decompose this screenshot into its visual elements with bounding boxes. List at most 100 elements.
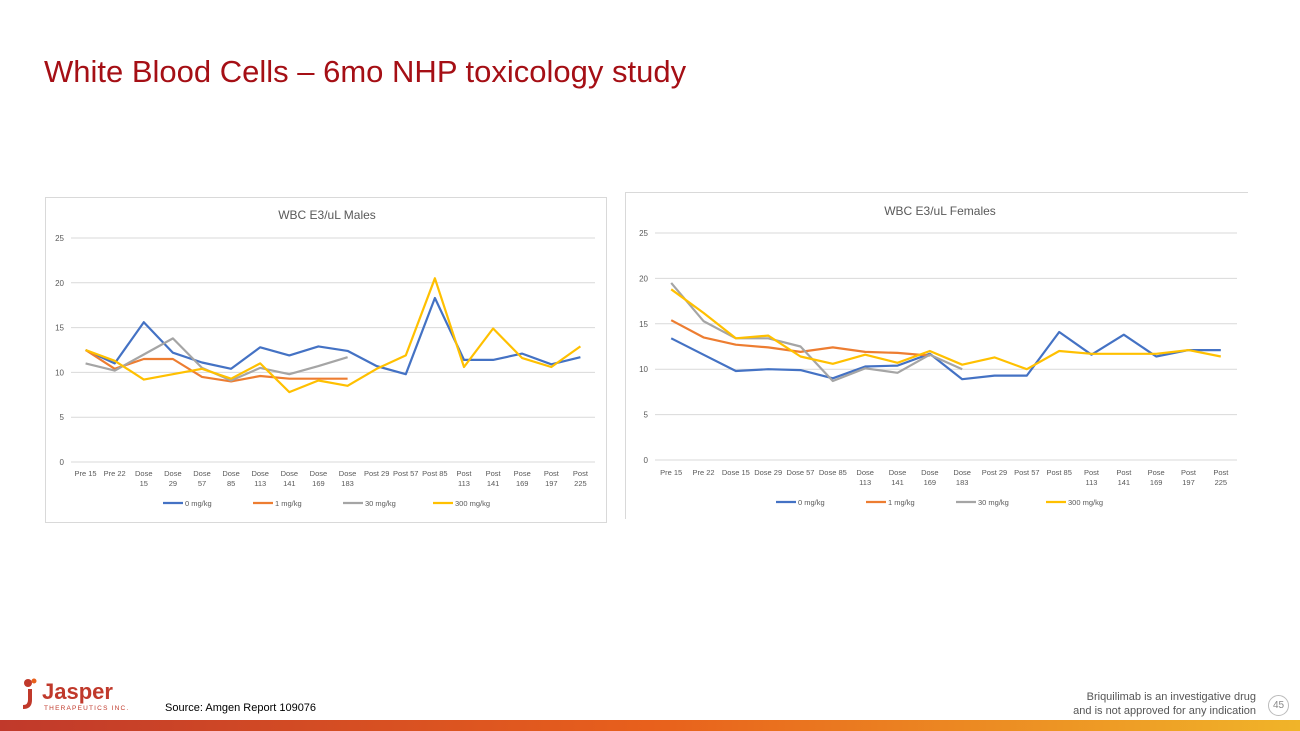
x-tick-label: Post 85 <box>1046 468 1071 477</box>
series-line <box>670 288 1222 371</box>
x-tick-label: Dose <box>889 468 907 477</box>
legend-label: 0 mg/kg <box>185 499 212 508</box>
x-tick-label: 57 <box>198 479 206 488</box>
x-tick-label: Dose 29 <box>754 468 782 477</box>
x-tick-label: Dose 85 <box>819 468 847 477</box>
x-tick-label: 113 <box>254 479 266 488</box>
x-tick-label: Pose <box>514 469 531 478</box>
disclaimer: Briquilimab is an investigative drug and… <box>1073 690 1256 718</box>
y-tick-label: 20 <box>639 274 648 283</box>
series-line <box>670 330 1221 381</box>
x-tick-label: 141 <box>1118 478 1131 487</box>
x-tick-label: Dose <box>339 469 357 478</box>
x-tick-label: 169 <box>516 479 529 488</box>
disclaimer-line-2: and is not approved for any indication <box>1073 705 1256 717</box>
x-tick-label: Dose <box>193 469 211 478</box>
x-tick-label: 197 <box>545 479 558 488</box>
x-tick-label: Post 57 <box>393 469 418 478</box>
y-tick-label: 25 <box>639 229 648 238</box>
legend-label: 300 mg/kg <box>455 499 490 508</box>
logo-sub: THERAPEUTICS INC. <box>44 705 129 712</box>
x-tick-label: Post <box>1181 468 1197 477</box>
x-tick-label: Post <box>1084 468 1100 477</box>
x-tick-label: Post <box>544 469 560 478</box>
series-line <box>85 296 581 376</box>
x-tick-label: Pre 15 <box>75 469 97 478</box>
y-tick-label: 5 <box>644 411 649 420</box>
x-tick-label: Post <box>456 469 472 478</box>
x-tick-label: 29 <box>169 479 177 488</box>
legend-label: 30 mg/kg <box>978 498 1009 507</box>
x-tick-label: Dose <box>222 469 240 478</box>
source-note: Source: Amgen Report 109076 <box>165 702 317 714</box>
legend-label: 300 mg/kg <box>1068 498 1103 507</box>
x-tick-label: Post 29 <box>364 469 389 478</box>
x-tick-label: 183 <box>956 478 969 487</box>
x-tick-label: 113 <box>859 478 871 487</box>
y-tick-label: 25 <box>55 234 64 243</box>
y-tick-label: 0 <box>60 458 65 467</box>
x-tick-label: 113 <box>458 479 470 488</box>
x-tick-label: Dose 57 <box>787 468 815 477</box>
disclaimer-line-1: Briquilimab is an investigative drug <box>1086 691 1256 703</box>
chart-title: WBC E3/uL Males <box>278 208 376 222</box>
females-chart-svg: WBC E3/uL Females 0 5 10 15 20 25 Pre 15 Pre 22 D… <box>639 204 1237 507</box>
females-chart: WBC E3/uL Females 0 5 10 15 20 25 Pre 15 Pre 22 D… <box>625 192 1248 519</box>
series-line <box>670 282 963 383</box>
x-tick-label: 15 <box>140 479 148 488</box>
x-tick-label: Dose <box>953 468 971 477</box>
y-tick-label: 5 <box>60 413 65 422</box>
x-tick-label: 113 <box>1086 478 1098 487</box>
males-chart-svg: WBC E3/uL Males 0 5 10 15 20 25 Pre 15 Pre 22 Dos… <box>55 208 595 508</box>
x-tick-label: Post 29 <box>982 468 1007 477</box>
x-tick-label: Dose <box>856 468 874 477</box>
x-tick-label: 197 <box>1182 478 1195 487</box>
jasper-logo: Jasper THERAPEUTICS INC. <box>18 674 138 716</box>
y-tick-label: 10 <box>639 365 648 374</box>
legend-label: 0 mg/kg <box>798 498 825 507</box>
x-tick-label: Post 85 <box>422 469 447 478</box>
page-number: 45 <box>1268 695 1289 716</box>
y-tick-label: 15 <box>639 320 648 329</box>
x-tick-label: 141 <box>891 478 904 487</box>
y-tick-label: 0 <box>644 456 649 465</box>
x-tick-label: Post <box>1213 468 1229 477</box>
x-tick-label: Post <box>486 469 502 478</box>
legend-label: 30 mg/kg <box>365 499 396 508</box>
x-tick-label: Pose <box>1148 468 1165 477</box>
x-tick-label: Post 57 <box>1014 468 1039 477</box>
x-tick-label: Dose 15 <box>722 468 750 477</box>
series-line <box>670 319 930 357</box>
x-tick-label: Post <box>573 469 589 478</box>
legend-label: 1 mg/kg <box>888 498 915 507</box>
series-line <box>85 349 348 383</box>
x-tick-label: 169 <box>924 478 937 487</box>
x-tick-label: 225 <box>574 479 587 488</box>
x-tick-label: Pre 22 <box>104 469 126 478</box>
x-tick-label: 85 <box>227 479 235 488</box>
logo-name: Jasper <box>42 679 113 704</box>
x-tick-label: Pre 15 <box>660 468 682 477</box>
y-tick-label: 10 <box>55 368 64 377</box>
x-tick-label: Dose <box>921 468 939 477</box>
logo-mark-icon: Jasper THERAPEUTICS INC. <box>22 678 129 712</box>
x-tick-label: 183 <box>341 479 354 488</box>
x-tick-label: Dose <box>281 469 299 478</box>
x-tick-label: Dose <box>251 469 269 478</box>
x-tick-label: 169 <box>1150 478 1163 487</box>
footer-bar <box>0 720 1300 731</box>
y-tick-label: 20 <box>55 279 64 288</box>
x-tick-label: Dose <box>310 469 328 478</box>
x-tick-label: Dose <box>135 469 153 478</box>
x-tick-label: Pre 22 <box>692 468 714 477</box>
x-tick-label: Dose <box>164 469 182 478</box>
males-chart: WBC E3/uL Males 0 5 10 15 20 25 Pre 15 Pre 22 Dos… <box>45 197 607 523</box>
x-tick-label: Post <box>1116 468 1132 477</box>
x-tick-label: 169 <box>312 479 325 488</box>
legend-label: 1 mg/kg <box>275 499 302 508</box>
slide-title: White Blood Cells – 6mo NHP toxicology s… <box>44 54 687 89</box>
x-tick-label: 225 <box>1215 478 1228 487</box>
chart-title: WBC E3/uL Females <box>884 204 996 218</box>
x-tick-label: 141 <box>283 479 296 488</box>
y-tick-label: 15 <box>55 324 64 333</box>
